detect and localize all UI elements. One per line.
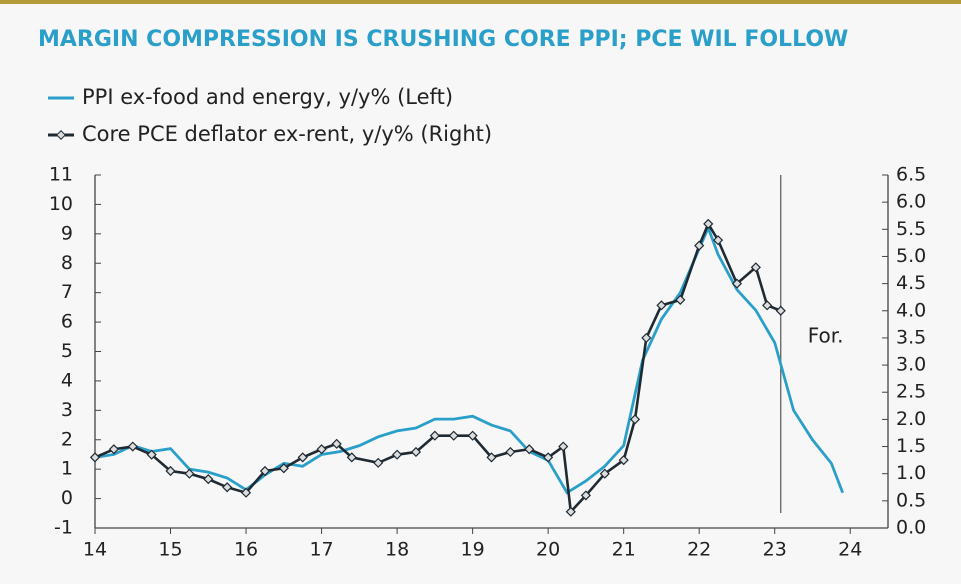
- x-tick-label: 20: [536, 539, 560, 561]
- y2-tick-label: 0.0: [896, 517, 926, 539]
- point-marker: [543, 452, 554, 463]
- x-tick-label: 18: [385, 539, 409, 561]
- point-marker: [331, 438, 342, 449]
- y2-tick-label: 1.0: [896, 462, 926, 484]
- point-marker: [410, 446, 422, 458]
- y2-tick-label: 3.0: [896, 354, 926, 376]
- y-tick-label: 11: [49, 164, 73, 186]
- y2-tick-label: 6.5: [896, 164, 926, 186]
- x-tick-label: 15: [158, 539, 182, 561]
- y2-tick-label: 5.0: [896, 245, 926, 267]
- point-marker: [165, 465, 176, 477]
- x-tick-label: 17: [309, 539, 333, 561]
- point-marker: [467, 430, 478, 441]
- legend-marker: [56, 130, 66, 140]
- y-tick-label: 2: [61, 428, 73, 450]
- y-tick-label: 7: [61, 281, 73, 303]
- point-marker: [346, 452, 357, 463]
- point-marker: [108, 444, 119, 455]
- x-tick-label: 23: [763, 539, 787, 561]
- point-marker: [278, 463, 289, 474]
- series-line: [94, 224, 844, 495]
- top-border: [0, 0, 961, 4]
- y2-tick-label: 5.5: [896, 218, 926, 240]
- point-marker: [373, 457, 384, 468]
- point-marker: [240, 487, 252, 498]
- y2-tick-label: 1.5: [896, 435, 926, 457]
- point-marker: [392, 449, 403, 460]
- y2-tick-label: 4.0: [896, 299, 926, 321]
- point-marker: [127, 441, 138, 452]
- point-marker: [448, 430, 459, 441]
- point-marker: [146, 449, 157, 460]
- point-marker: [712, 235, 724, 246]
- point-marker: [629, 414, 641, 425]
- point-marker: [203, 474, 214, 485]
- point-marker: [297, 452, 308, 463]
- point-marker: [89, 452, 101, 463]
- y-tick-label: 1: [61, 458, 73, 480]
- point-marker: [580, 490, 591, 501]
- point-marker: [259, 465, 271, 477]
- point-marker: [694, 240, 705, 251]
- point-marker: [775, 305, 786, 316]
- y-tick-label: 9: [61, 222, 73, 244]
- x-tick-label: 21: [612, 539, 636, 561]
- point-marker: [675, 294, 686, 305]
- series-line: [94, 221, 782, 515]
- point-marker: [222, 482, 233, 493]
- y-tick-label: 6: [61, 311, 73, 333]
- point-marker: [316, 444, 327, 455]
- y-tick-label: 3: [61, 399, 73, 421]
- y-tick-label: 0: [61, 487, 73, 509]
- y2-tick-label: 2.5: [896, 381, 926, 403]
- y-tick-label: 4: [61, 369, 73, 391]
- y2-tick-label: 3.5: [896, 326, 926, 348]
- y-tick-label: 10: [49, 193, 73, 215]
- y2-tick-label: 6.0: [896, 191, 926, 213]
- point-marker: [565, 506, 576, 517]
- legend-label: Core PCE deflator ex-rent, y/y% (Right): [82, 122, 492, 146]
- point-marker: [524, 444, 535, 455]
- x-tick-label: 22: [687, 539, 711, 561]
- chart-title: MARGIN COMPRESSION IS CRUSHING CORE PPI;…: [38, 27, 848, 52]
- x-tick-label: 14: [83, 539, 107, 561]
- point-marker: [703, 218, 714, 229]
- point-marker: [731, 278, 743, 289]
- y2-tick-label: 0.5: [896, 489, 926, 511]
- point-marker: [618, 455, 629, 466]
- point-marker: [750, 262, 761, 273]
- x-tick-label: 24: [838, 539, 862, 561]
- point-marker: [184, 468, 195, 479]
- point-marker: [599, 468, 610, 479]
- point-marker: [762, 300, 773, 311]
- x-tick-label: 16: [234, 539, 258, 561]
- point-marker: [558, 441, 569, 452]
- point-marker: [486, 452, 497, 463]
- point-marker: [429, 430, 440, 441]
- legend-label: PPI ex-food and energy, y/y% (Left): [82, 85, 453, 109]
- y2-tick-label: 4.5: [896, 272, 926, 294]
- point-marker: [656, 300, 667, 311]
- x-tick-label: 19: [461, 539, 485, 561]
- point-marker: [641, 332, 652, 344]
- y-tick-label: -1: [54, 517, 73, 539]
- y-tick-label: 8: [61, 252, 73, 274]
- y2-tick-label: 2.0: [896, 408, 926, 430]
- y-tick-label: 5: [61, 340, 73, 362]
- annotation: For.: [808, 324, 844, 348]
- point-marker: [505, 446, 516, 458]
